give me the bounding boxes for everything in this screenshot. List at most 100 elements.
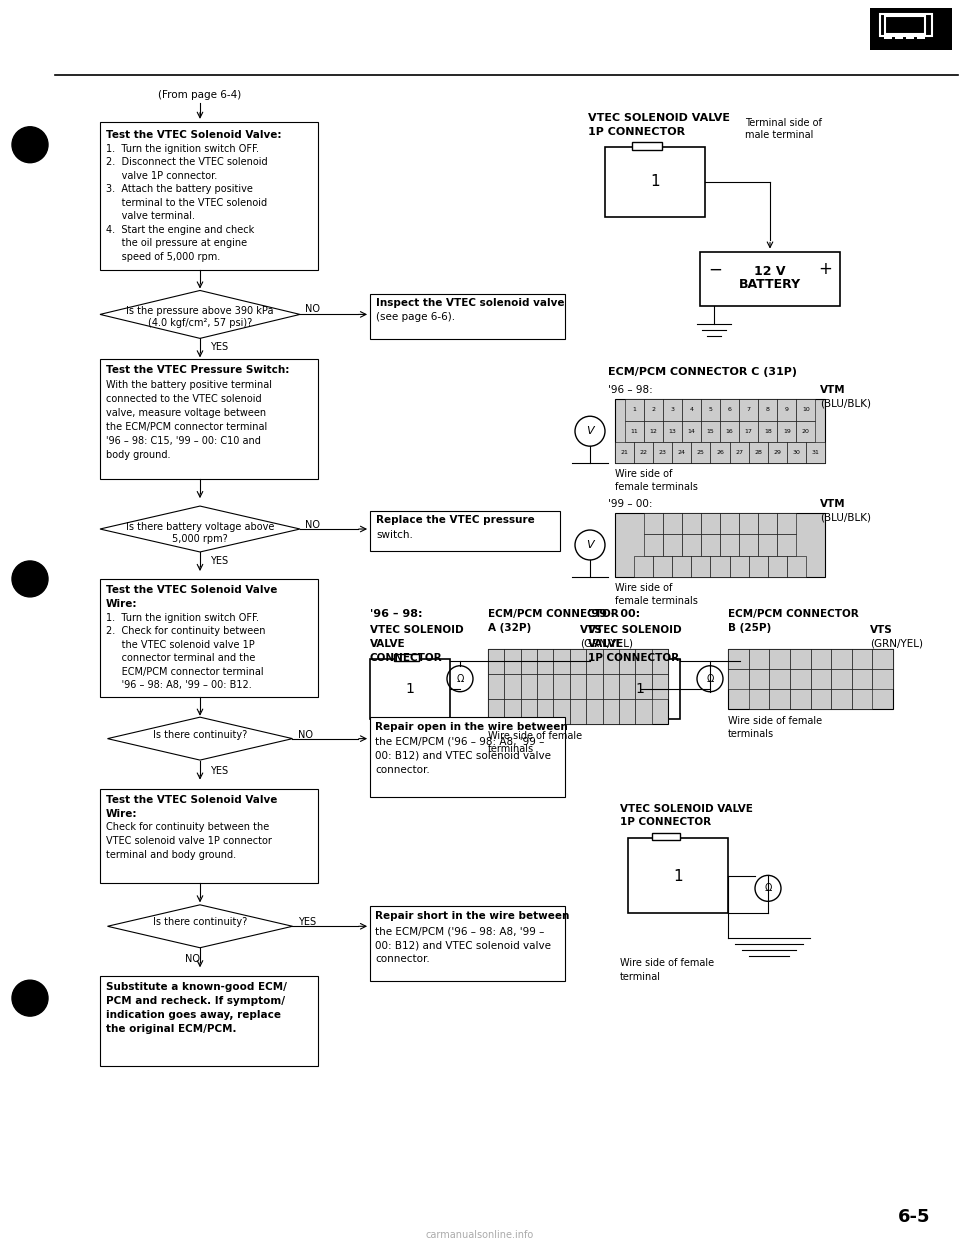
FancyBboxPatch shape bbox=[739, 399, 758, 421]
Text: ECM/PCM connector terminal: ECM/PCM connector terminal bbox=[106, 667, 264, 677]
Text: ECM/PCM CONNECTOR C (31P): ECM/PCM CONNECTOR C (31P) bbox=[608, 368, 797, 378]
Text: Wire:: Wire: bbox=[106, 809, 137, 818]
FancyBboxPatch shape bbox=[885, 16, 925, 34]
FancyBboxPatch shape bbox=[730, 442, 749, 463]
FancyBboxPatch shape bbox=[691, 555, 710, 578]
Text: Is the pressure above 390 kPa: Is the pressure above 390 kPa bbox=[127, 307, 274, 317]
FancyBboxPatch shape bbox=[831, 648, 852, 668]
FancyBboxPatch shape bbox=[628, 838, 728, 913]
FancyBboxPatch shape bbox=[100, 789, 318, 883]
FancyBboxPatch shape bbox=[652, 833, 680, 841]
FancyBboxPatch shape bbox=[632, 142, 662, 150]
Text: 1: 1 bbox=[636, 682, 644, 696]
FancyBboxPatch shape bbox=[520, 699, 537, 724]
Text: 12: 12 bbox=[649, 428, 657, 433]
Text: VALVE: VALVE bbox=[588, 638, 624, 648]
Text: '99 – 00:: '99 – 00: bbox=[588, 609, 640, 619]
FancyBboxPatch shape bbox=[852, 668, 873, 689]
Text: Ω: Ω bbox=[764, 883, 772, 893]
Text: 23: 23 bbox=[659, 450, 667, 455]
FancyBboxPatch shape bbox=[778, 421, 797, 442]
FancyBboxPatch shape bbox=[873, 648, 893, 668]
Text: female terminals: female terminals bbox=[615, 482, 698, 492]
Text: 1P CONNECTOR: 1P CONNECTOR bbox=[588, 127, 685, 137]
Text: 1: 1 bbox=[650, 174, 660, 189]
Text: Test the VTEC Solenoid Valve: Test the VTEC Solenoid Valve bbox=[106, 795, 277, 805]
FancyBboxPatch shape bbox=[643, 399, 662, 421]
FancyBboxPatch shape bbox=[520, 648, 537, 673]
Text: switch.: switch. bbox=[376, 530, 413, 540]
FancyBboxPatch shape bbox=[749, 668, 769, 689]
Text: terminal to the VTEC solenoid: terminal to the VTEC solenoid bbox=[106, 197, 267, 207]
Text: BATTERY: BATTERY bbox=[739, 278, 801, 292]
FancyBboxPatch shape bbox=[778, 399, 797, 421]
FancyBboxPatch shape bbox=[625, 421, 643, 442]
FancyBboxPatch shape bbox=[739, 534, 758, 555]
Text: 26: 26 bbox=[716, 450, 724, 455]
FancyBboxPatch shape bbox=[100, 976, 318, 1066]
Text: Substitute a known-good ECM/: Substitute a known-good ECM/ bbox=[106, 982, 287, 992]
FancyBboxPatch shape bbox=[653, 442, 672, 463]
Circle shape bbox=[12, 980, 48, 1016]
Text: 1.  Turn the ignition switch OFF.: 1. Turn the ignition switch OFF. bbox=[106, 144, 259, 154]
FancyBboxPatch shape bbox=[537, 673, 554, 699]
Text: 2.  Disconnect the VTEC solenoid: 2. Disconnect the VTEC solenoid bbox=[106, 158, 268, 168]
Text: YES: YES bbox=[298, 918, 316, 928]
FancyBboxPatch shape bbox=[100, 122, 318, 270]
Text: VTM: VTM bbox=[820, 499, 846, 509]
Text: NO: NO bbox=[184, 954, 200, 964]
FancyBboxPatch shape bbox=[797, 421, 815, 442]
Text: 21: 21 bbox=[620, 450, 629, 455]
FancyBboxPatch shape bbox=[769, 648, 790, 668]
Text: 00: B12) and VTEC solenoid valve: 00: B12) and VTEC solenoid valve bbox=[375, 940, 551, 950]
FancyBboxPatch shape bbox=[625, 399, 643, 421]
Text: female terminals: female terminals bbox=[615, 596, 698, 606]
FancyBboxPatch shape bbox=[682, 513, 701, 534]
Text: 30: 30 bbox=[792, 450, 801, 455]
FancyBboxPatch shape bbox=[884, 34, 892, 39]
Text: VALVE: VALVE bbox=[370, 638, 406, 648]
FancyBboxPatch shape bbox=[370, 658, 450, 719]
FancyBboxPatch shape bbox=[691, 442, 710, 463]
FancyBboxPatch shape bbox=[906, 34, 914, 39]
FancyBboxPatch shape bbox=[635, 555, 653, 578]
FancyBboxPatch shape bbox=[615, 399, 825, 463]
FancyBboxPatch shape bbox=[852, 648, 873, 668]
FancyBboxPatch shape bbox=[570, 699, 587, 724]
Text: 1: 1 bbox=[632, 407, 636, 412]
Text: '96 – 98:: '96 – 98: bbox=[608, 385, 653, 395]
FancyBboxPatch shape bbox=[682, 421, 701, 442]
FancyBboxPatch shape bbox=[739, 513, 758, 534]
Circle shape bbox=[12, 561, 48, 597]
FancyBboxPatch shape bbox=[554, 673, 570, 699]
FancyBboxPatch shape bbox=[587, 648, 603, 673]
FancyBboxPatch shape bbox=[749, 689, 769, 709]
Text: 00: B12) and VTEC solenoid valve: 00: B12) and VTEC solenoid valve bbox=[375, 750, 551, 760]
FancyBboxPatch shape bbox=[619, 673, 636, 699]
Text: connector.: connector. bbox=[375, 765, 430, 775]
FancyBboxPatch shape bbox=[624, 653, 649, 661]
Text: carmanualsonline.info: carmanualsonline.info bbox=[426, 1230, 534, 1240]
Text: 29: 29 bbox=[773, 450, 781, 455]
FancyBboxPatch shape bbox=[873, 668, 893, 689]
FancyBboxPatch shape bbox=[537, 699, 554, 724]
Text: 4.  Start the engine and check: 4. Start the engine and check bbox=[106, 225, 254, 235]
FancyBboxPatch shape bbox=[758, 421, 778, 442]
FancyBboxPatch shape bbox=[672, 442, 691, 463]
Text: valve terminal.: valve terminal. bbox=[106, 211, 195, 221]
Text: Replace the VTEC pressure: Replace the VTEC pressure bbox=[376, 515, 535, 525]
Text: the VTEC solenoid valve 1P: the VTEC solenoid valve 1P bbox=[106, 640, 254, 650]
FancyBboxPatch shape bbox=[600, 658, 680, 719]
FancyBboxPatch shape bbox=[790, 668, 810, 689]
Text: Test the VTEC Pressure Switch:: Test the VTEC Pressure Switch: bbox=[106, 365, 289, 375]
FancyBboxPatch shape bbox=[554, 648, 570, 673]
Text: 2.  Check for continuity between: 2. Check for continuity between bbox=[106, 626, 266, 636]
FancyBboxPatch shape bbox=[570, 648, 587, 673]
FancyBboxPatch shape bbox=[758, 513, 778, 534]
FancyBboxPatch shape bbox=[587, 673, 603, 699]
Text: 10: 10 bbox=[802, 407, 810, 412]
Text: the ECM/PCM ('96 – 98: A8, '99 –: the ECM/PCM ('96 – 98: A8, '99 – bbox=[375, 737, 544, 746]
Text: male terminal: male terminal bbox=[745, 129, 813, 140]
FancyBboxPatch shape bbox=[520, 673, 537, 699]
Text: Wire side of female: Wire side of female bbox=[488, 730, 582, 740]
